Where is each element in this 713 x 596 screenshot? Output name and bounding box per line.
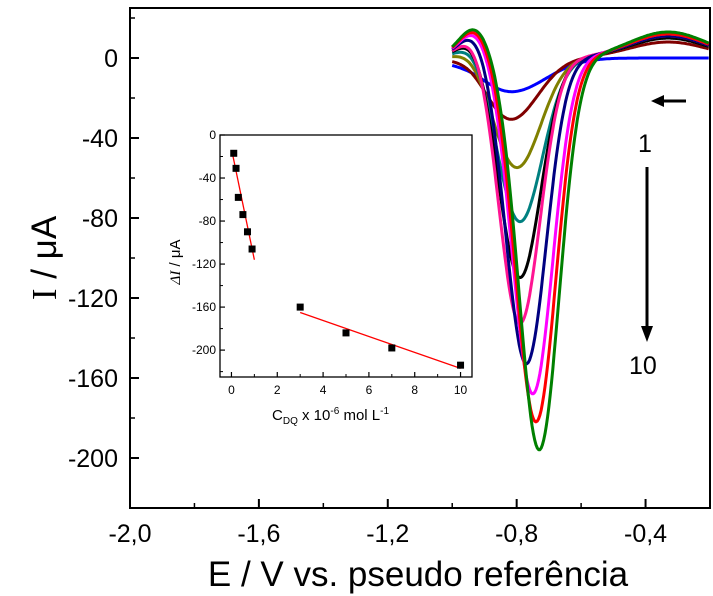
inset-x-tick-label: 10 (454, 383, 468, 397)
inset-y-tick-label: -160 (192, 300, 216, 314)
inset-y-tick-label: -120 (192, 257, 216, 271)
inset-fit-lines (231, 154, 461, 370)
inset-fit-line (231, 154, 256, 260)
main-curves (451, 28, 710, 452)
curve-label-last: 10 (629, 352, 657, 380)
inset-data-point (232, 164, 240, 172)
y-tick-label: -160 (68, 365, 118, 393)
inset-background (220, 135, 472, 377)
main-ticks: -2,0 -1,6 -1,2 -0,8 -0,4 0 -40 -80 -120 -160 -200 (68, 17, 667, 548)
inset-data-point (457, 361, 465, 369)
inset-y-tick-label: -80 (199, 214, 217, 228)
inset-data-point (239, 211, 247, 219)
inset-data-point (234, 193, 242, 201)
inset-data-point (248, 245, 256, 253)
voltammogram-curve (451, 28, 710, 452)
x-tick-label: -1,2 (366, 520, 409, 548)
inset-x-tick-label: 8 (411, 383, 418, 397)
inset-x-axis-title: CDQ x 10-6 mol L-1 (272, 406, 389, 427)
inset-x-tick-label: 2 (274, 383, 281, 397)
x-tick-label: -0,8 (495, 520, 538, 548)
y-tick-label: 0 (104, 45, 118, 73)
inset-y-tick-label: -200 (192, 343, 216, 357)
inset-x-tick-label: 0 (228, 383, 235, 397)
y-axis-title: I / μA (25, 215, 64, 300)
inset-y-tick-label: 0 (209, 128, 216, 142)
inset-x-tick-label: 6 (366, 383, 373, 397)
inset-x-tick-label: 4 (320, 383, 327, 397)
inset-ticks: 0 2 4 6 8 10 0 -40 -80 -120 -160 -200 (192, 128, 468, 397)
curve-label-first: 1 (638, 130, 652, 158)
x-tick-label: -1,6 (237, 520, 280, 548)
voltammogram-curve (451, 31, 710, 424)
x-tick-label: -2,0 (108, 520, 151, 548)
inset-data-point (230, 149, 238, 157)
y-tick-label: -80 (82, 205, 118, 233)
y-tick-label: -40 (82, 125, 118, 153)
x-axis-title: E / V vs. pseudo referência (208, 555, 629, 594)
y-tick-label: -200 (68, 445, 118, 473)
inset-fit-line (299, 311, 461, 370)
y-tick-label: -120 (68, 285, 118, 313)
inset-points (230, 149, 465, 369)
inset-y-axis-title: ΔI / μA (167, 240, 184, 286)
increase-arrow (641, 167, 653, 342)
inset-y-tick-label: -40 (199, 171, 217, 185)
x-tick-label: -0,4 (624, 520, 667, 548)
voltammogram-curve (451, 34, 710, 366)
inset-data-point (243, 228, 251, 236)
inset-data-point (296, 303, 304, 311)
direction-arrow (651, 95, 686, 107)
inset-data-point (388, 344, 396, 352)
calibration-inset: 0 2 4 6 8 10 0 -40 -80 -120 -160 -200 CDQ x 10-6 mo… (167, 128, 473, 427)
inset-data-point (342, 329, 350, 337)
